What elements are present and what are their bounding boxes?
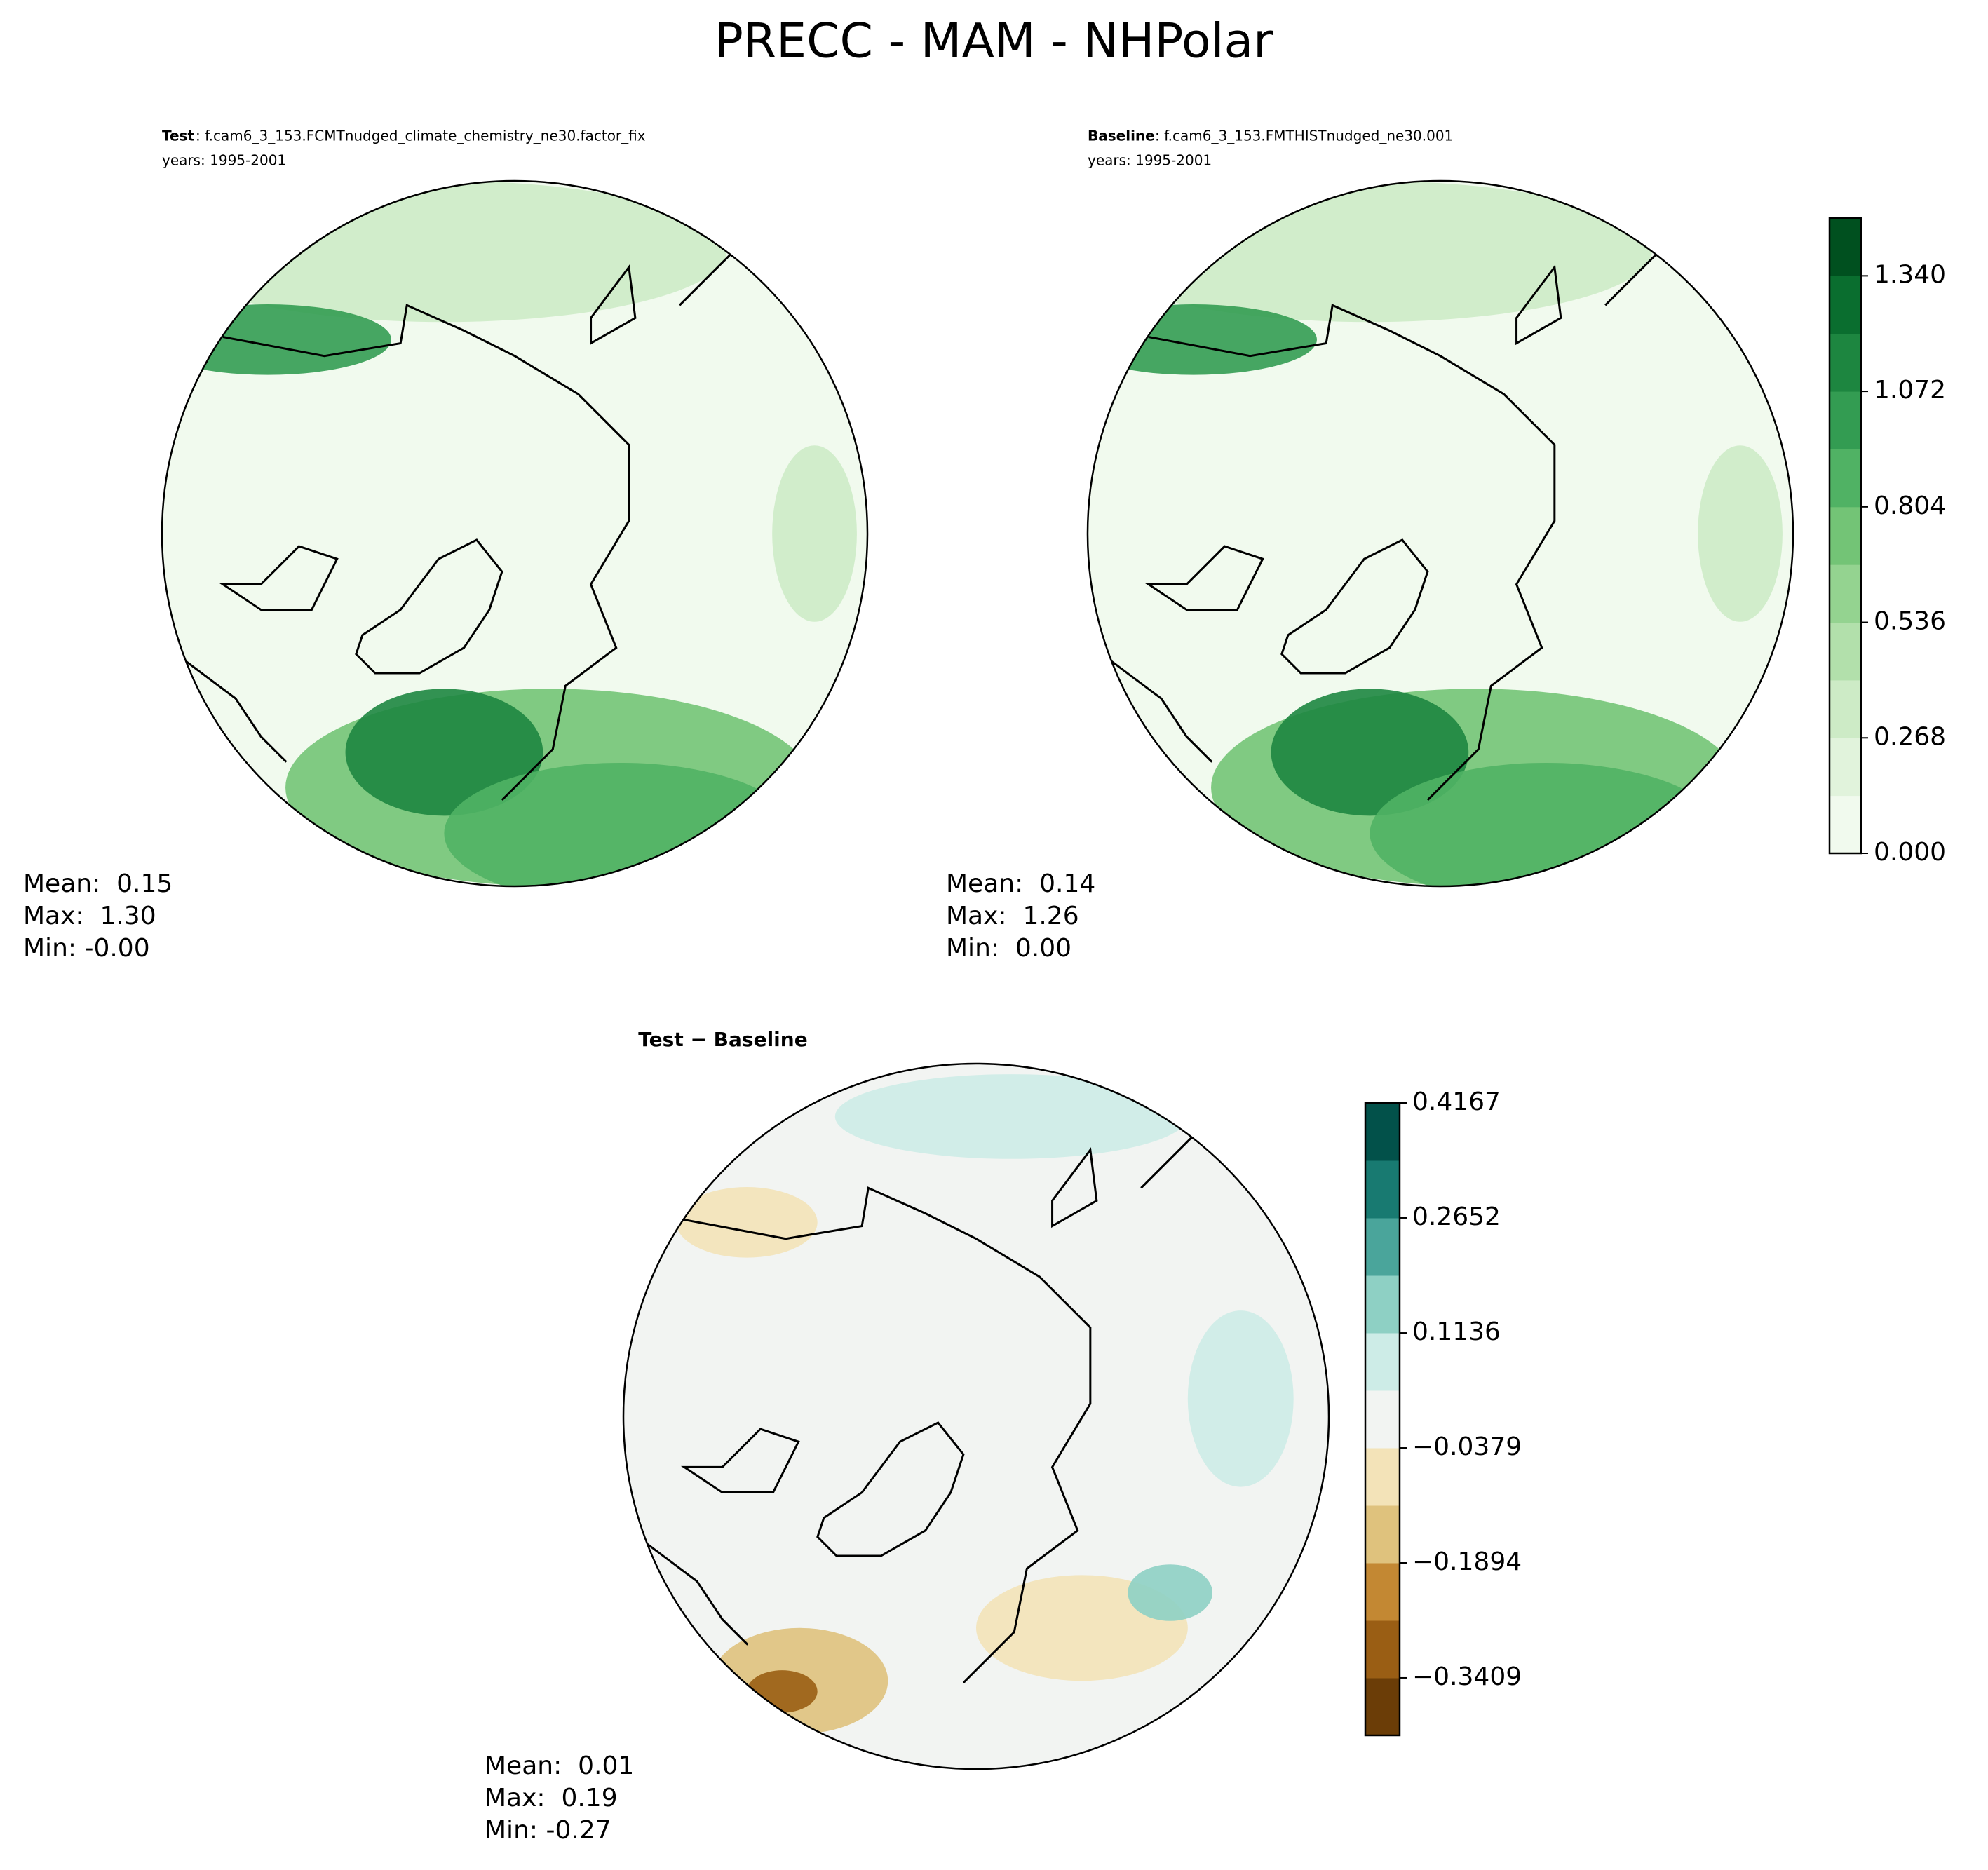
map xyxy=(162,181,867,886)
panel-label: Baseline xyxy=(1088,128,1155,144)
colorbar-band xyxy=(1830,391,1861,449)
colorbar-tick-label: 0.804 xyxy=(1874,492,1946,520)
map-field xyxy=(1370,762,1723,886)
stat-line: Min: 0.00 xyxy=(946,934,1071,963)
colorbar-band xyxy=(1830,276,1861,334)
colorbar-band xyxy=(1830,449,1861,508)
colorbar-band xyxy=(1365,1678,1400,1736)
coastline xyxy=(590,264,637,346)
map xyxy=(1088,181,1793,886)
colorbar-band xyxy=(1365,1620,1400,1679)
colorbar-band xyxy=(1830,564,1861,623)
map-field xyxy=(444,762,797,886)
map-border xyxy=(1086,179,1794,888)
colorbar-band xyxy=(1365,1563,1400,1621)
coastline xyxy=(816,1421,965,1557)
figure-title: PRECC - MAM - NHPolar xyxy=(715,14,1273,69)
colorbar-band xyxy=(1830,679,1861,738)
colorbar-tick-label: 0.2652 xyxy=(1412,1202,1501,1231)
colorbar-band xyxy=(1830,738,1861,797)
map xyxy=(623,1064,1329,1769)
map-field xyxy=(1187,1310,1294,1487)
map-field xyxy=(1128,1564,1213,1621)
stat-line: Mean: 0.01 xyxy=(485,1752,634,1780)
colorbar-tick-label: 1.072 xyxy=(1874,376,1946,405)
panel-case: : f.cam6_3_153.FCMTnudged_climate_chemis… xyxy=(196,128,646,144)
map-field xyxy=(772,445,857,622)
map-field xyxy=(345,689,543,816)
colorbar-band xyxy=(1830,333,1861,392)
colorbar-band xyxy=(1365,1333,1400,1391)
map-field xyxy=(676,1187,818,1258)
map-border xyxy=(161,179,869,888)
colorbar-band xyxy=(1365,1505,1400,1564)
map-field xyxy=(834,1074,1188,1159)
colorbar-band xyxy=(1365,1275,1400,1334)
colorbar-band xyxy=(1365,1448,1400,1506)
panel-years: years: 1995-2001 xyxy=(1088,152,1212,169)
map-field xyxy=(162,304,391,375)
colorbar-band xyxy=(1830,506,1861,565)
colorbar-band xyxy=(1365,1103,1400,1161)
colorbar-tick-label: 0.000 xyxy=(1874,838,1946,867)
colorbar-frame xyxy=(1828,217,1862,855)
coastline xyxy=(355,538,503,675)
colorbar-tick-label: 0.1136 xyxy=(1412,1317,1501,1346)
stat-line: Mean: 0.15 xyxy=(23,869,173,898)
coastline xyxy=(222,304,630,801)
panel-label: Test − Baseline xyxy=(638,1028,807,1051)
stat-line: Min: -0.27 xyxy=(485,1816,611,1845)
colorbar-tick-label: −0.3409 xyxy=(1412,1662,1522,1691)
stat-line: Max: 1.30 xyxy=(23,902,156,930)
stat-line: Min: -0.00 xyxy=(23,934,150,963)
colorbar-tick-label: 1.340 xyxy=(1874,260,1946,289)
colorbar-tick-label: 0.268 xyxy=(1874,722,1946,751)
coastline xyxy=(1051,1147,1098,1228)
colorbar-band xyxy=(1365,1160,1400,1219)
stat-line: Max: 0.19 xyxy=(485,1784,618,1813)
panel-case: : f.cam6_3_153.FMTHISTnudged_ne30.001 xyxy=(1155,128,1453,144)
map-field xyxy=(1271,689,1469,816)
coastline xyxy=(684,1186,1092,1684)
map-border xyxy=(622,1062,1330,1770)
stat-line: Max: 1.26 xyxy=(946,902,1079,930)
colorbar-tick-label: 0.4167 xyxy=(1412,1088,1501,1116)
colorbar-tick-label: 0.536 xyxy=(1874,607,1946,636)
coastline xyxy=(1515,264,1562,346)
map-field xyxy=(1698,445,1783,622)
coastline xyxy=(219,545,339,611)
colorbar-tick-label: −0.0379 xyxy=(1412,1432,1522,1461)
coastline xyxy=(1144,545,1264,611)
map-field xyxy=(747,1670,818,1713)
coastline xyxy=(680,1428,800,1494)
colorbar-band xyxy=(1365,1390,1400,1449)
stat-line: Mean: 0.14 xyxy=(946,869,1095,898)
colorbar-band xyxy=(1830,795,1861,854)
colorbar-band xyxy=(1830,218,1861,276)
map-field xyxy=(162,181,726,323)
colorbar-frame xyxy=(1364,1102,1401,1737)
colorbar-tick-label: −0.1894 xyxy=(1412,1547,1522,1576)
coastline xyxy=(1148,304,1556,801)
map-field xyxy=(1088,181,1652,323)
map-field xyxy=(1088,304,1317,375)
coastline xyxy=(1280,538,1429,675)
panel-years: years: 1995-2001 xyxy=(162,152,286,169)
colorbar-band xyxy=(1830,622,1861,681)
colorbar-band xyxy=(1365,1218,1400,1276)
panel-label: Test xyxy=(162,128,194,144)
